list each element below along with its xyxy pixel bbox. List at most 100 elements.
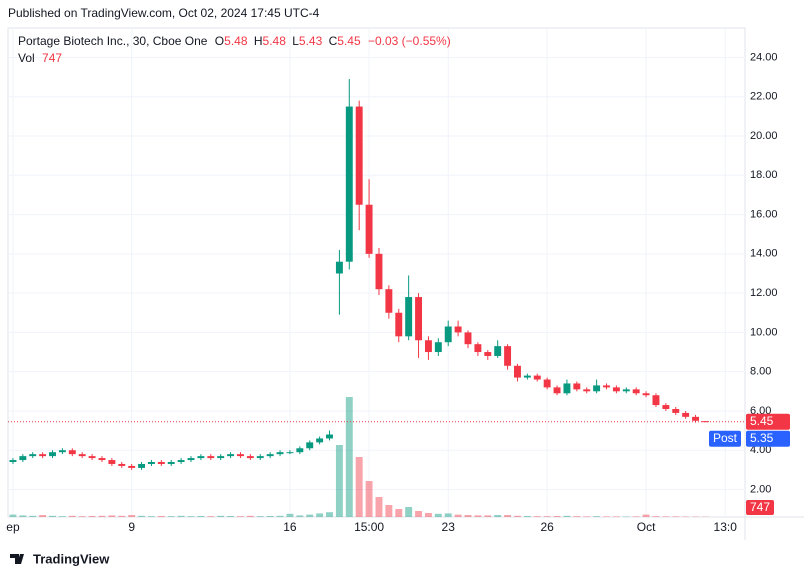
volume-bar (642, 514, 650, 517)
candle-body (642, 393, 650, 396)
volume-bar (395, 509, 403, 517)
volume-bar (19, 515, 27, 517)
candle-body (217, 456, 225, 459)
candle-body (9, 460, 17, 463)
candle-body (415, 297, 423, 341)
post-tag (709, 430, 741, 447)
volume-bar (147, 516, 155, 517)
grid (8, 28, 745, 517)
volume-bar (563, 515, 571, 517)
volume-bar (98, 515, 106, 517)
volume-bar (167, 516, 175, 517)
candle-body (612, 387, 620, 392)
candle-body (553, 387, 561, 394)
volume-bar (128, 515, 136, 517)
volume-bar (187, 516, 195, 517)
volume-bar (533, 516, 541, 517)
candle-body (78, 454, 86, 457)
candle-body (494, 346, 502, 356)
candle-body (603, 385, 610, 388)
candle-body (543, 379, 551, 388)
volume-bar (583, 516, 591, 517)
volume-bar (286, 513, 294, 517)
candle-body (464, 332, 472, 345)
legend-value: 5.43 (299, 34, 323, 48)
candle-body (385, 289, 393, 313)
brand-name: TradingView (33, 551, 110, 566)
volume-bar (593, 516, 601, 517)
volume-bar (237, 516, 244, 517)
y-tick-label: 16.00 (750, 208, 778, 220)
candle-body (138, 463, 146, 468)
volume-bar (612, 516, 620, 517)
volume-bar (296, 515, 304, 517)
candle-body (88, 456, 96, 459)
y-tick-label: 22.00 (750, 91, 778, 103)
volume-box (746, 500, 774, 515)
volume-bar (246, 515, 254, 517)
symbol-title: Portage Biotech Inc., 30, Cboe One (18, 34, 208, 48)
volume-bar (523, 516, 531, 517)
candle-body (29, 454, 37, 457)
logo-icon (10, 554, 24, 564)
candle-body (296, 448, 304, 453)
candle-body (405, 297, 413, 337)
candle-body (523, 375, 531, 378)
volume-bar (207, 516, 215, 517)
volume-bar (227, 516, 235, 517)
volume-bar (672, 516, 680, 517)
candle-body (197, 456, 205, 459)
candle-body (187, 458, 195, 461)
y-tick-label: 4.00 (750, 444, 771, 456)
x-tick-label: 15:00 (354, 520, 384, 534)
candle-body (652, 395, 660, 406)
legend-label: L (292, 34, 299, 48)
candle-body (58, 450, 66, 453)
candle-body (207, 456, 215, 459)
post-price-label: 5.35 (750, 431, 774, 445)
volume-bar (177, 515, 185, 517)
candle-body (227, 454, 235, 457)
candles (9, 79, 709, 470)
candle-body (266, 454, 274, 457)
volume-bar (504, 515, 512, 517)
candle-body (622, 389, 630, 392)
candle-body (504, 346, 512, 366)
candle-body (424, 340, 432, 353)
candle-body (39, 454, 47, 457)
legend: Portage Biotech Inc., 30, Cboe One O5.48… (18, 34, 451, 48)
legend-label: Vol (18, 51, 35, 65)
axes: 2.004.006.008.0010.0012.0014.0016.0018.0… (6, 51, 790, 534)
candle-body (672, 408, 680, 413)
last-price-box (746, 413, 790, 430)
volume-bar (355, 457, 363, 517)
volume-bar (424, 513, 432, 517)
x-tick-label: ep (6, 520, 20, 534)
candle-body (276, 452, 284, 455)
volume-bar (266, 516, 274, 517)
y-tick-label: 18.00 (750, 169, 778, 181)
candle-body (365, 204, 373, 254)
candle-body (573, 383, 581, 390)
candle-body (375, 253, 383, 290)
volume-bar (108, 515, 116, 517)
volume-bars (9, 397, 709, 517)
candle-body (563, 383, 571, 394)
volume-bar (58, 516, 66, 517)
volume-bar (494, 515, 502, 517)
volume-bar (88, 516, 96, 517)
volume-bar (514, 515, 521, 517)
legend-value: 5.45 (337, 34, 361, 48)
candle-body (246, 456, 254, 459)
volume-bar (365, 481, 373, 517)
volume-bar (138, 515, 146, 517)
legend-label: C (329, 34, 338, 48)
volume-bar (78, 516, 86, 517)
legend-value: 5.48 (263, 34, 287, 48)
volume-bar (405, 507, 413, 517)
volume-bar (217, 515, 225, 517)
candle-body (237, 454, 244, 457)
candle-body (514, 365, 521, 378)
